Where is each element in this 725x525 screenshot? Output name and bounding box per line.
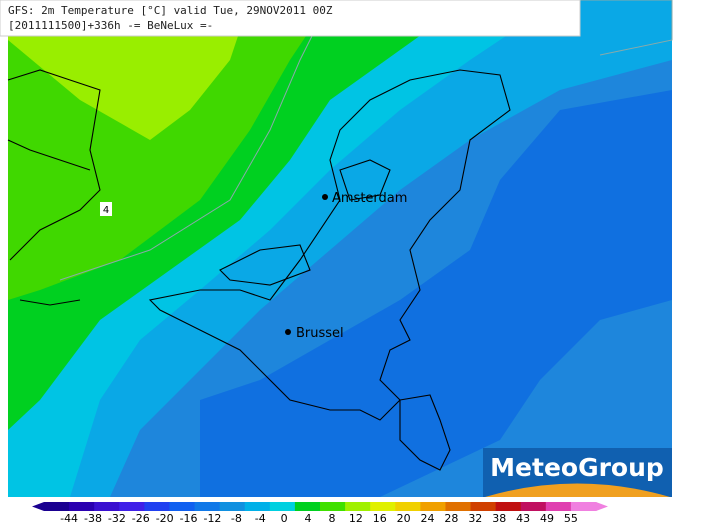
colorbar-label: 4 (305, 512, 312, 525)
colorbar-label: 8 (328, 512, 335, 525)
colorbar-label: 38 (492, 512, 506, 525)
colorbar-label: 43 (516, 512, 530, 525)
border-luxembourg (399, 394, 451, 471)
colorbar-label: -26 (132, 512, 150, 525)
colorbar-label: 20 (397, 512, 411, 525)
colorbar-label: -20 (156, 512, 174, 525)
colorbar-swatch (44, 502, 70, 511)
colorbar-end (596, 502, 608, 511)
coastline-uk (7, 69, 101, 306)
colorbar-swatch (119, 502, 145, 511)
colorbar-label: -4 (255, 512, 266, 525)
colorbar-swatch (320, 502, 346, 511)
colorbar-label: 12 (349, 512, 363, 525)
colorbar-swatch (294, 502, 321, 511)
header-line: [2011111500]+336h -= BeNeLux =- (8, 19, 213, 32)
colorbar-label: 49 (540, 512, 554, 525)
colorbar-swatch (520, 502, 547, 511)
map: 4 Amsterdam Brussel (7, 0, 673, 497)
header-line: GFS: 2m Temperature [°C] valid Tue, 29NO… (8, 4, 333, 17)
colorbar-swatch (219, 502, 246, 511)
contour-label-box (100, 202, 112, 216)
colorbar-swatch (345, 502, 371, 511)
colorbar-label: 28 (444, 512, 458, 525)
colorbar-swatch (244, 502, 271, 511)
colorbar-swatch (420, 502, 446, 511)
colorbar-swatch (470, 502, 497, 511)
colorbar-swatch (94, 502, 120, 511)
colorbar-label: 55 (564, 512, 578, 525)
band-dark-blue (200, 90, 672, 497)
colorbar-swatch (370, 502, 396, 511)
contour-label: 4 (103, 205, 109, 216)
colorbar-label: -32 (108, 512, 126, 525)
colorbar-swatch (445, 502, 472, 511)
colorbar-swatch (169, 502, 196, 511)
colorbar-swatch (570, 502, 597, 511)
colorbar-label: -8 (231, 512, 242, 525)
borders-benelux (148, 69, 511, 421)
logo: MeteoGroup (483, 448, 672, 497)
isoline (470, 0, 673, 56)
colorbar-swatch (269, 502, 296, 511)
city-label: Brussel (296, 326, 344, 341)
colorbar-swatch (69, 502, 95, 511)
coast-detail (219, 159, 391, 286)
colorbar-end (32, 502, 44, 511)
colorbar-label: -38 (84, 512, 102, 525)
city-dot (322, 194, 328, 200)
colorbar-label: 16 (373, 512, 387, 525)
colorbar-label: -12 (203, 512, 221, 525)
colorbar-label: 32 (468, 512, 482, 525)
colorbar-swatch (395, 502, 421, 511)
colorbar-label: -16 (180, 512, 198, 525)
colorbar-label: -44 (60, 512, 78, 525)
city-label: Amsterdam (332, 191, 407, 206)
colorbar-swatch (144, 502, 170, 511)
colorbar-label: 0 (281, 512, 288, 525)
logo-arc (485, 483, 670, 497)
isoline (59, 0, 331, 281)
header-box (0, 0, 581, 37)
colorbar: -44 -38 -32 -26 -20 -16 -12 -8 -4 0 4 8 12 16 20 24 28 32… (32, 502, 608, 525)
colorbar-swatch (545, 502, 572, 511)
city-dot (285, 329, 291, 335)
colorbar-swatch (495, 502, 522, 511)
colorbar-label: 24 (421, 512, 435, 525)
colorbar-swatch (194, 502, 221, 511)
logo-text: MeteoGroup (490, 453, 664, 482)
